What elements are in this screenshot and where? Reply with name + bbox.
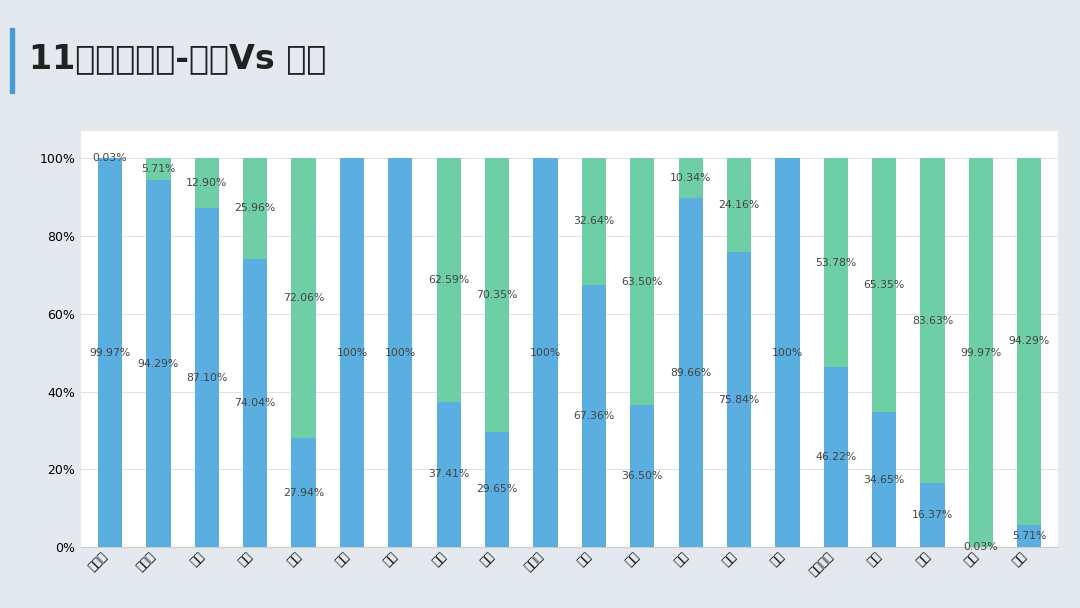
Bar — [920, 158, 945, 483]
Bar — [727, 158, 752, 252]
Text: 12.90%: 12.90% — [186, 178, 228, 188]
Bar — [436, 402, 461, 547]
Bar — [824, 367, 848, 547]
Bar — [146, 180, 171, 547]
Text: 10.34%: 10.34% — [670, 173, 712, 183]
Bar — [678, 198, 703, 547]
Bar — [485, 432, 509, 547]
Text: 67.36%: 67.36% — [573, 411, 615, 421]
Bar — [678, 158, 703, 198]
Text: 62.59%: 62.59% — [428, 275, 470, 285]
Bar — [631, 158, 654, 405]
Bar — [292, 158, 315, 438]
Text: 24.16%: 24.16% — [718, 200, 759, 210]
Text: 16.37%: 16.37% — [912, 510, 954, 520]
Text: 63.50%: 63.50% — [622, 277, 663, 286]
Bar — [920, 483, 945, 547]
FancyBboxPatch shape — [10, 29, 14, 93]
Text: 72.06%: 72.06% — [283, 293, 324, 303]
Text: 94.29%: 94.29% — [138, 359, 179, 368]
Text: 36.50%: 36.50% — [622, 471, 663, 481]
Text: 74.04%: 74.04% — [234, 398, 275, 408]
Bar — [582, 158, 606, 285]
Bar — [1017, 525, 1041, 547]
Text: 65.35%: 65.35% — [864, 280, 905, 290]
Text: 100%: 100% — [530, 348, 562, 358]
Text: 34.65%: 34.65% — [864, 475, 905, 485]
Text: 99.97%: 99.97% — [90, 348, 131, 358]
Text: 100%: 100% — [336, 348, 367, 358]
Bar — [775, 158, 799, 547]
Bar — [194, 158, 219, 208]
Bar — [243, 158, 267, 259]
Text: 89.66%: 89.66% — [670, 368, 712, 378]
Bar — [485, 158, 509, 432]
Text: 83.63%: 83.63% — [912, 316, 954, 326]
Bar — [582, 285, 606, 547]
Bar — [534, 158, 557, 547]
Text: 75.84%: 75.84% — [718, 395, 759, 404]
Bar — [969, 158, 994, 547]
Bar — [388, 158, 413, 547]
Text: 27.94%: 27.94% — [283, 488, 324, 498]
Text: 100%: 100% — [384, 348, 416, 358]
Bar — [98, 158, 122, 547]
Bar — [873, 412, 896, 547]
Text: 94.29%: 94.29% — [1009, 336, 1050, 347]
Text: 100%: 100% — [772, 348, 804, 358]
Text: 70.35%: 70.35% — [476, 290, 517, 300]
Text: 5.71%: 5.71% — [141, 164, 176, 174]
Bar — [436, 158, 461, 402]
Bar — [340, 158, 364, 547]
Text: 0.03%: 0.03% — [963, 542, 998, 552]
Text: 11月电池配套-铁锂Vs 三元: 11月电池配套-铁锂Vs 三元 — [29, 43, 327, 75]
Text: 29.65%: 29.65% — [476, 485, 517, 494]
Bar — [146, 158, 171, 180]
Bar — [727, 252, 752, 547]
Bar — [873, 158, 896, 412]
Text: 87.10%: 87.10% — [186, 373, 228, 382]
Bar — [824, 158, 848, 367]
Bar — [1017, 158, 1041, 525]
Bar — [243, 259, 267, 547]
Text: 53.78%: 53.78% — [815, 258, 856, 268]
Text: 25.96%: 25.96% — [234, 204, 275, 213]
Text: 37.41%: 37.41% — [428, 469, 470, 479]
Bar — [194, 208, 219, 547]
Text: 0.03%: 0.03% — [93, 153, 127, 163]
Bar — [631, 405, 654, 547]
Text: 99.97%: 99.97% — [960, 348, 1001, 358]
Text: 32.64%: 32.64% — [573, 216, 615, 227]
Text: 46.22%: 46.22% — [815, 452, 856, 462]
Text: 5.71%: 5.71% — [1012, 531, 1047, 541]
Bar — [292, 438, 315, 547]
